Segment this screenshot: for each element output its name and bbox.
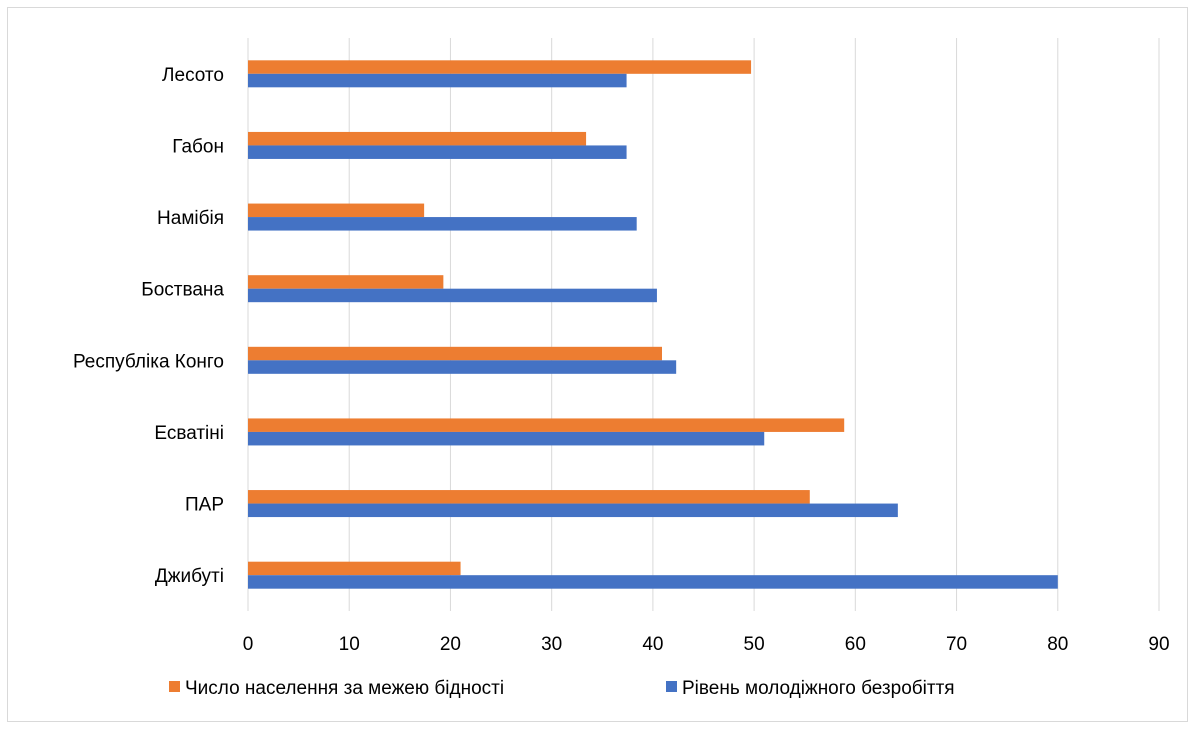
bar-poverty bbox=[248, 561, 461, 576]
bar-youth-unemployment bbox=[248, 288, 657, 303]
bars bbox=[248, 60, 1058, 589]
legend-label: Рівень молодіжного безробіття bbox=[682, 678, 955, 699]
category-labels: Джибуті ПАР Есватіні Республіка Конго Боства… bbox=[73, 65, 224, 587]
x-tick-label: 70 bbox=[946, 634, 967, 655]
bar-youth-unemployment bbox=[248, 145, 627, 159]
x-tick-label: 40 bbox=[642, 634, 663, 655]
bar-poverty bbox=[248, 346, 662, 361]
x-tick-labels: 0 10 20 30 40 50 60 70 80 90 bbox=[243, 634, 1170, 655]
bar-poverty bbox=[248, 490, 810, 504]
bar-youth-unemployment bbox=[248, 431, 765, 446]
x-tick-label: 80 bbox=[1047, 634, 1068, 655]
x-tick-label: 10 bbox=[339, 634, 360, 655]
category-label: Джибуті bbox=[155, 566, 224, 587]
category-label: Республіка Конго bbox=[73, 351, 224, 372]
legend-swatch bbox=[169, 681, 180, 692]
bar-poverty bbox=[248, 418, 845, 432]
bar-youth-unemployment bbox=[248, 360, 677, 374]
category-label: Намібія bbox=[157, 208, 224, 229]
category-label: Есватіні bbox=[154, 423, 224, 444]
legend-label: Число населення за межею бідності bbox=[185, 678, 504, 699]
bar-poverty bbox=[248, 131, 587, 146]
bar-poverty bbox=[248, 60, 752, 74]
x-tick-label: 0 bbox=[243, 634, 254, 655]
bar-youth-unemployment bbox=[248, 503, 898, 518]
x-tick-label: 90 bbox=[1148, 634, 1169, 655]
x-tick-label: 50 bbox=[744, 634, 765, 655]
legend-swatch bbox=[666, 681, 677, 692]
bar-poverty bbox=[248, 275, 444, 289]
legend: Число населення за межею бідності Рівень … bbox=[169, 678, 955, 699]
gridlines bbox=[247, 38, 1160, 611]
category-label: Бостванa bbox=[141, 280, 224, 301]
x-tick-label: 60 bbox=[845, 634, 866, 655]
category-label: ПАР bbox=[185, 495, 224, 516]
bar-youth-unemployment bbox=[248, 73, 627, 88]
bar-youth-unemployment bbox=[248, 217, 637, 231]
bar-youth-unemployment bbox=[248, 575, 1058, 589]
category-label: Габон bbox=[172, 136, 224, 157]
bar-poverty bbox=[248, 203, 425, 218]
x-tick-label: 20 bbox=[440, 634, 461, 655]
x-tick-label: 30 bbox=[541, 634, 562, 655]
category-label: Лесото bbox=[162, 65, 224, 86]
